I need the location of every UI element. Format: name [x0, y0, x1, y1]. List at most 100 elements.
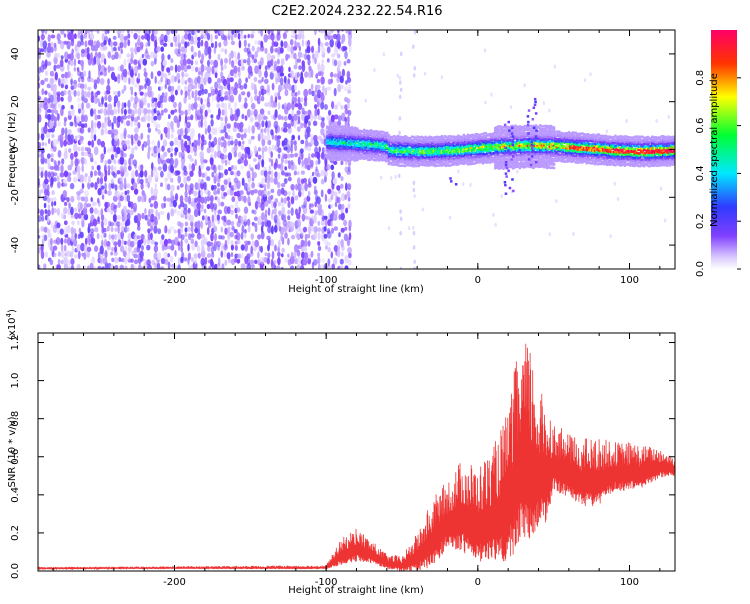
noise-cell: [66, 40, 71, 50]
noise-cell: [277, 125, 280, 133]
signal-cell: [387, 162, 390, 166]
noise-cell: [221, 263, 225, 269]
noise-cell: [126, 114, 132, 119]
noise-cell: [123, 40, 127, 49]
signal-cell: [399, 135, 403, 139]
noise-cell: [214, 150, 217, 159]
noise-cell: [187, 32, 192, 41]
signal-cell: [368, 147, 371, 150]
noise-cell: [67, 133, 71, 142]
signal-cell: [372, 154, 375, 157]
signal-cell: [468, 144, 471, 147]
noise-cell: [260, 95, 265, 102]
signal-cell: [520, 125, 523, 129]
noise-cell: [70, 159, 74, 167]
signal-cell: [520, 159, 523, 162]
signal-cell: [449, 135, 452, 138]
noise-cell: [160, 170, 164, 178]
noise-cell: [117, 90, 121, 98]
noise-cell: [76, 115, 81, 124]
signal-cell: [499, 141, 502, 145]
signal-cell: [487, 160, 490, 163]
noise-cell: [117, 106, 120, 115]
noise-cell: [53, 245, 58, 251]
signal-cell: [358, 133, 362, 136]
noise-cell: [274, 244, 277, 252]
signal-cell: [468, 134, 471, 138]
noise-cell: [343, 86, 348, 92]
noise-cell: [56, 113, 60, 121]
noise-cell: [147, 174, 152, 184]
noise-cell: [38, 133, 41, 141]
signal-cell: [405, 135, 408, 139]
signal-cell: [365, 151, 369, 155]
signal-cell: [353, 142, 356, 145]
noise-cell: [264, 78, 269, 85]
signal-cell: [413, 143, 416, 146]
signal-cell: [343, 141, 347, 145]
signal-cell: [352, 137, 355, 141]
signal-cell: [391, 163, 395, 166]
signal-cell: [333, 132, 336, 136]
signal-cell: [383, 144, 386, 148]
noise-cell: [263, 115, 268, 120]
signal-cell: [429, 141, 433, 144]
signal-cell: [487, 147, 490, 150]
signal-cell: [522, 127, 526, 130]
signal-cell: [423, 143, 426, 146]
noise-cell: [347, 203, 351, 210]
signal-cell: [414, 144, 418, 147]
signal-cell: [477, 135, 481, 139]
noise-cell: [55, 64, 61, 69]
noise-cell: [263, 166, 267, 172]
signal-cell: [505, 125, 508, 129]
noise-cell: [153, 200, 159, 209]
noise-cell: [79, 83, 85, 89]
signal-cell: [492, 141, 496, 144]
signal-cell: [417, 140, 420, 143]
signal-cell: [457, 151, 460, 155]
signal-cell: [438, 136, 441, 139]
signal-cell: [480, 137, 483, 140]
signal-cell: [379, 134, 382, 137]
noise-cell: [238, 93, 242, 103]
signal-cell: [406, 149, 410, 152]
signal-cell: [498, 125, 501, 128]
noise-cell: [293, 165, 298, 171]
signal-cell: [345, 128, 348, 131]
noise-cell: [271, 30, 274, 36]
signal-cell: [453, 136, 456, 140]
noise-cell: [198, 120, 202, 128]
signal-cell: [339, 132, 343, 135]
noise-cell: [162, 163, 168, 172]
signal-cell: [513, 140, 516, 144]
noise-cell: [387, 226, 391, 231]
signal-cell: [487, 146, 490, 149]
signal-cell: [438, 161, 441, 164]
signal-cell: [380, 158, 384, 162]
signal-cell: [337, 146, 340, 149]
noise-cell: [60, 164, 64, 173]
noise-cell: [190, 65, 195, 72]
signal-cell: [507, 144, 511, 148]
signal-cell: [513, 153, 516, 156]
noise-cell: [268, 165, 272, 172]
noise-cell: [160, 76, 164, 83]
signal-cell: [349, 136, 352, 139]
signal-cell: [330, 154, 333, 157]
noise-cell: [116, 115, 122, 123]
signal-cell: [350, 156, 354, 160]
noise-cell: [273, 120, 279, 130]
noise-cell: [207, 108, 212, 114]
signal-cell: [337, 140, 340, 144]
signal-cell: [397, 148, 400, 151]
signal-cell: [447, 135, 451, 138]
signal-cell: [349, 146, 352, 149]
noise-cell: [114, 257, 119, 264]
noise-cell: [126, 209, 131, 214]
noise-cell: [314, 146, 319, 154]
noise-cell: [316, 78, 320, 84]
noise-cell: [90, 120, 94, 129]
noise-cell: [174, 193, 179, 202]
noise-cell: [412, 187, 416, 193]
